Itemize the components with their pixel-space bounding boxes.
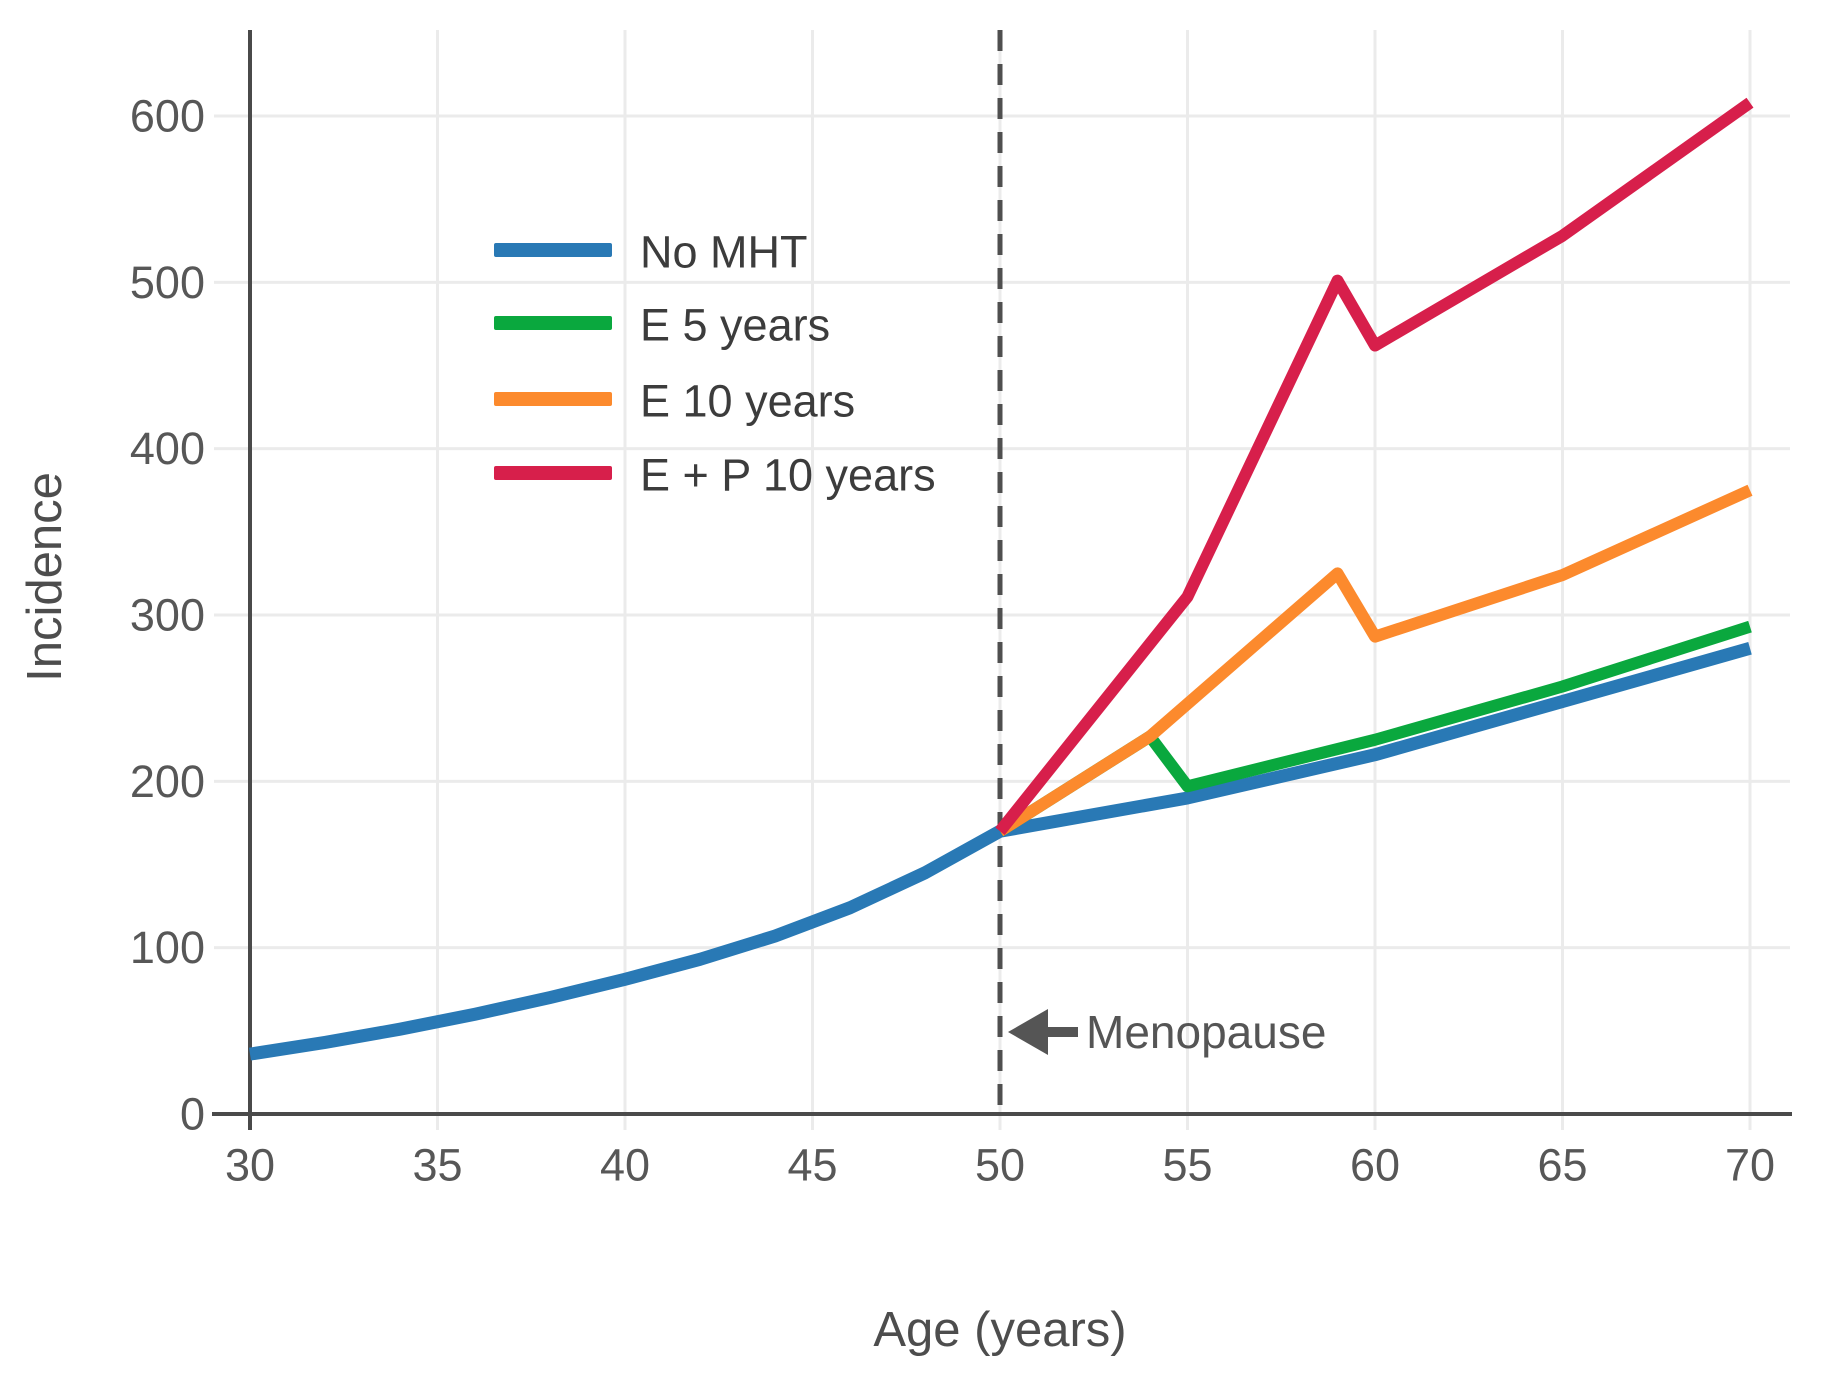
legend-label: No MHT: [640, 227, 808, 278]
x-tick-label: 60: [1350, 1140, 1400, 1191]
series-line-no-mht: [249, 642, 1752, 1061]
menopause-label: Menopause: [1086, 1006, 1326, 1058]
legend-label: E 10 years: [640, 376, 855, 427]
y-tick-label: 500: [130, 257, 205, 308]
y-tick-label: 600: [130, 91, 205, 142]
legend-item-e-5-years: E 5 years: [494, 300, 830, 351]
legend-item-no-mht: No MHT: [494, 227, 808, 278]
y-tick-label: 300: [130, 590, 205, 641]
x-tick-label: 45: [787, 1140, 837, 1191]
left-arrow-icon: [1008, 1009, 1078, 1055]
y-axis-title: Incidence: [18, 472, 72, 682]
legend-item-e-10-years: E 10 years: [494, 376, 855, 427]
x-tick-labels: 30 35 40 45 50 55 60 65 70: [225, 1140, 1775, 1191]
x-tick-label: 70: [1725, 1140, 1775, 1191]
x-tick-label: 40: [600, 1140, 650, 1191]
x-axis-title: Age (years): [873, 1303, 1126, 1357]
legend-swatch: [494, 466, 612, 480]
y-tick-label: 0: [180, 1089, 205, 1140]
y-tick-labels: 0 100 200 300 400 500 600: [130, 91, 205, 1140]
arrow-head: [1008, 1009, 1048, 1055]
legend-label: E + P 10 years: [640, 450, 936, 501]
legend-swatch: [494, 243, 612, 257]
arrow-shaft: [1042, 1027, 1078, 1037]
series-line-e-p-10-years: [995, 97, 1754, 835]
y-tick-label: 100: [130, 922, 205, 973]
legend-item-e-p-10-years: E + P 10 years: [494, 450, 936, 501]
legend: No MHT E 5 years E 10 years E + P 10 years: [494, 227, 936, 501]
legend-swatch: [494, 392, 612, 406]
x-tick-label: 50: [975, 1140, 1025, 1191]
menopause-annotation: Menopause: [1008, 1006, 1326, 1058]
y-tick-label: 200: [130, 756, 205, 807]
x-tick-label: 65: [1537, 1140, 1587, 1191]
legend-swatch: [494, 316, 612, 330]
y-tick-label: 400: [130, 423, 205, 474]
x-tick-label: 35: [412, 1140, 462, 1191]
legend-label: E 5 years: [640, 300, 830, 351]
axes-spines: [212, 30, 1792, 1130]
x-tick-label: 55: [1162, 1140, 1212, 1191]
x-tick-label: 30: [225, 1140, 275, 1191]
data-series: [249, 97, 1754, 1061]
series-line-e-10-years: [996, 484, 1753, 837]
